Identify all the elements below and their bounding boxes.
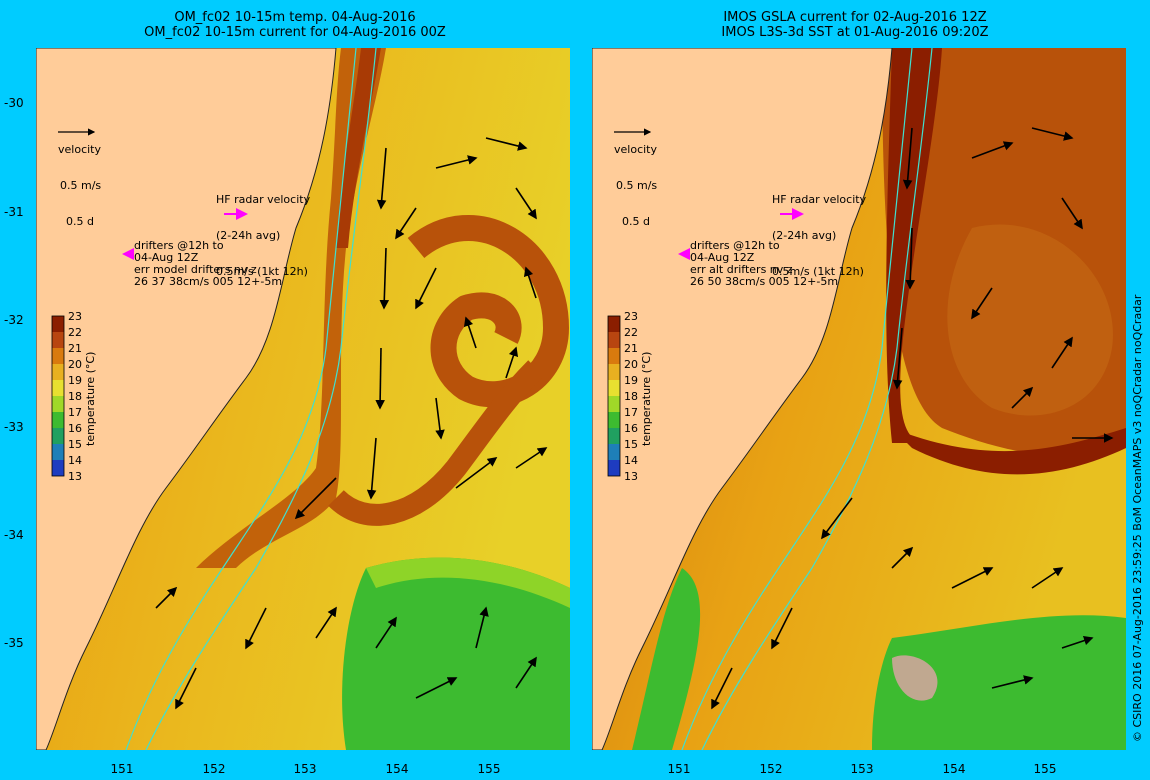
colorbar-tick: 13 (624, 470, 638, 483)
x-axis-label: 153 (850, 762, 874, 776)
velocity-scale-line2: 0.5 d (622, 215, 650, 228)
colorbar-tick: 20 (624, 358, 638, 371)
credit-text: © CSIRO 2016 07-Aug-2016 23:59:25 BoM Oc… (1131, 294, 1144, 742)
velocity-scale-line1: 0.5 m/s (616, 179, 658, 192)
right-title-line1: IMOS GSLA current for 02-Aug-2016 12Z (723, 10, 987, 25)
colorbar-tick: 18 (624, 390, 638, 403)
hf-radar-line1: HF radar velocity (216, 193, 311, 206)
x-axis-label: 155 (1033, 762, 1057, 776)
right-title: IMOS GSLA current for 02-Aug-2016 12Z IM… (655, 10, 1055, 40)
y-axis-label: -35 (4, 636, 24, 650)
velocity-scale-line1: 0.5 m/s (60, 179, 102, 192)
x-axis-label: 155 (477, 762, 501, 776)
right-title-line2: IMOS L3S-3d SST at 01-Aug-2016 09:20Z (721, 25, 989, 40)
velocity-label: velocity (614, 143, 657, 156)
x-axis-label: 151 (667, 762, 691, 776)
left-title-line1: OM_fc02 10-15m temp. 04-Aug-2016 (174, 10, 416, 25)
depth-contour (681, 48, 913, 750)
colorbar-tick: 19 (624, 374, 638, 387)
colorbar-tick: 16 (624, 422, 638, 435)
left-drifters-text: drifters @12h to 04-Aug 12Z err model dr… (134, 239, 283, 288)
right-map-panel (592, 48, 1126, 750)
left-title-line2: OM_fc02 10-15m current for 04-Aug-2016 0… (144, 25, 446, 40)
right-drifters-text: drifters @12h to 04-Aug 12Z err alt drif… (690, 239, 839, 288)
x-axis-label: 154 (385, 762, 409, 776)
velocity-scale-line2: 0.5 d (66, 215, 94, 228)
velocity-arrows (711, 127, 1114, 710)
y-axis-label: -34 (4, 528, 24, 542)
y-axis-label: -32 (4, 313, 24, 327)
colorbar-tick: 14 (68, 454, 82, 467)
velocity-label: velocity (58, 143, 101, 156)
x-axis-label: 153 (293, 762, 317, 776)
y-axis-label: -33 (4, 420, 24, 434)
colorbar-tick: 18 (68, 390, 82, 403)
colorbar-tick: 22 (68, 326, 82, 339)
colorbar-title: temperature (°C) (84, 351, 97, 446)
left-velocity-legend: velocity 0.5 m/s 0.5 d (58, 120, 101, 240)
colorbar-tick: 21 (68, 342, 82, 355)
colorbar-tick: 22 (624, 326, 638, 339)
hf-radar-line1: HF radar velocity (772, 193, 867, 206)
warm-current-core (196, 48, 386, 568)
x-axis-label: 154 (942, 762, 966, 776)
right-hf-radar-legend: HF radar velocity (2-24h avg) 0.5m/s (1k… (772, 170, 866, 290)
colorbar-tick: 17 (624, 406, 638, 419)
right-map-svg (592, 48, 1126, 750)
land-mass (592, 48, 893, 750)
colorbar-tick: 23 (68, 310, 82, 323)
colorbar-tick: 13 (68, 470, 82, 483)
colorbar-tick: 20 (68, 358, 82, 371)
velocity-arrows (155, 137, 548, 710)
colorbar-tick: 15 (68, 438, 82, 451)
colorbar-tick: 23 (624, 310, 638, 323)
cold-water-region (872, 615, 1126, 750)
hf-radar-line2: (2-24h avg) (772, 229, 837, 242)
colorbar-tick: 21 (624, 342, 638, 355)
hf-radar-line3: 0.5m/s (1kt 12h) (772, 265, 864, 278)
colorbar-tick: 15 (624, 438, 638, 451)
x-axis-label: 151 (110, 762, 134, 776)
colorbar-title: temperature (°C) (640, 351, 653, 446)
x-axis-label: 152 (759, 762, 783, 776)
warm-eddy (407, 215, 570, 408)
colorbar-tick: 14 (624, 454, 638, 467)
left-map-svg (36, 48, 570, 750)
cold-water-region (342, 557, 570, 750)
y-axis-label: -30 (4, 96, 24, 110)
depth-contour (125, 48, 357, 750)
colorbar-tick: 17 (68, 406, 82, 419)
colorbar-tick: 19 (68, 374, 82, 387)
cloud-mask (892, 655, 938, 701)
left-hf-radar-legend: HF radar velocity (2-24h avg) 0.5m/s (1k… (216, 170, 310, 290)
colorbar (607, 315, 621, 477)
y-axis-label: -31 (4, 205, 24, 219)
left-title: OM_fc02 10-15m temp. 04-Aug-2016 OM_fc02… (95, 10, 495, 40)
colorbar (51, 315, 65, 477)
colorbar-tick: 16 (68, 422, 82, 435)
land-mass (36, 48, 337, 750)
hf-radar-line3: 0.5m/s (1kt 12h) (216, 265, 308, 278)
right-velocity-legend: velocity 0.5 m/s 0.5 d (614, 120, 657, 240)
x-axis-label: 152 (202, 762, 226, 776)
hf-radar-line2: (2-24h avg) (216, 229, 281, 242)
left-map-panel (36, 48, 570, 750)
